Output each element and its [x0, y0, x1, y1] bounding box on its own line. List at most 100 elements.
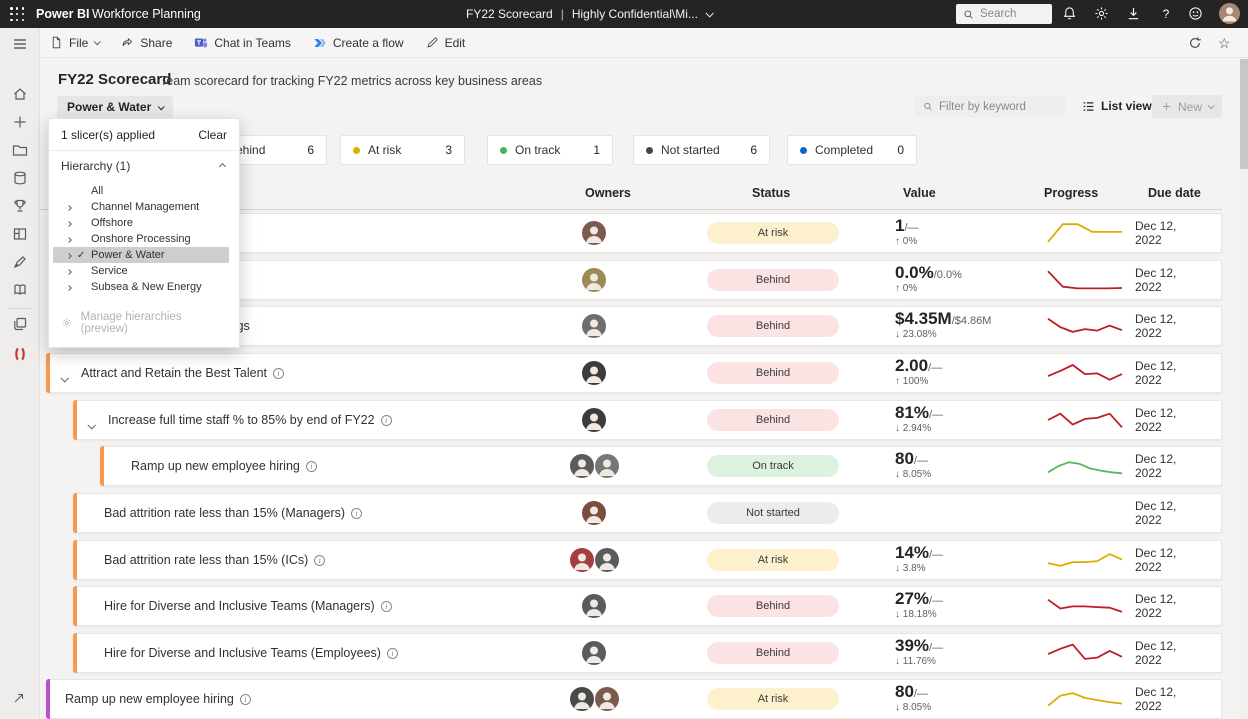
row-card-hire-for-diverse-and-inclusive-teams-managers[interactable]: Hire for Diverse and Inclusive Teams (Ma…	[73, 586, 1222, 626]
hierarchy-section-header[interactable]: Hierarchy (1)	[49, 151, 239, 179]
workspaces-icon[interactable]	[12, 316, 28, 332]
powerbi-brand[interactable]: Power BI	[36, 7, 90, 21]
chevron-down-icon	[1207, 102, 1215, 110]
document-title-bar[interactable]: FY22 Scorecard | Highly Confidential\Mi.…	[466, 7, 714, 21]
status-chip-not-started[interactable]: Not started 6	[633, 135, 770, 165]
refresh-icon[interactable]	[1188, 36, 1202, 50]
value-target: /—	[913, 688, 928, 700]
row-card-bad-attrition-rate-less-than-15-managers[interactable]: Bad attrition rate less than 15% (Manage…	[73, 493, 1222, 533]
value-main: 80	[895, 449, 914, 468]
status-chip-on-track[interactable]: On track 1	[487, 135, 613, 165]
owner-avatar	[582, 361, 606, 385]
data-hub-icon[interactable]	[12, 170, 28, 186]
hierarchy-item-label: Onshore Processing	[91, 233, 191, 245]
hierarchy-item-service[interactable]: Service	[53, 263, 229, 279]
page-subtitle: Team scorecard for tracking FY22 metrics…	[160, 74, 543, 88]
row-card-hire-for-diverse-and-inclusive-teams-employees[interactable]: Hire for Diverse and Inclusive Teams (Em…	[73, 633, 1222, 673]
help-icon[interactable]: ?	[1162, 7, 1170, 21]
status-chip-count: 0	[897, 143, 904, 157]
edit-button[interactable]: Edit	[426, 36, 465, 50]
create-plus-icon[interactable]	[12, 114, 28, 130]
row-value: 0.0%/0.0% ↑ 0%	[895, 264, 962, 294]
list-view-button[interactable]: List view	[1082, 99, 1152, 113]
learn-book-icon[interactable]	[12, 282, 28, 298]
info-icon[interactable]: i	[239, 693, 251, 705]
info-icon[interactable]: i	[314, 554, 326, 566]
notifications-icon[interactable]	[1062, 6, 1078, 22]
app-launcher-icon[interactable]	[10, 7, 25, 22]
row-due-date: Dec 12, 2022	[1135, 592, 1177, 620]
status-chip-completed[interactable]: Completed 0	[787, 135, 917, 165]
row-value: 1/— ↑ 0%	[895, 217, 919, 247]
vertical-scrollbar	[1240, 59, 1248, 719]
keyword-filter[interactable]	[915, 96, 1065, 117]
new-button[interactable]: New	[1152, 95, 1222, 118]
hamburger-menu-icon[interactable]	[12, 36, 28, 52]
download-icon[interactable]	[1126, 6, 1142, 22]
slicer-button-label: Power & Water	[67, 100, 152, 114]
deployment-pipelines-icon[interactable]	[12, 254, 28, 270]
current-app-icon[interactable]	[12, 346, 28, 362]
expand-chevron-icon[interactable]	[66, 233, 77, 245]
hierarchy-item-subsea-new-energy[interactable]: Subsea & New Energy	[53, 279, 229, 295]
settings-gear-icon[interactable]	[1094, 6, 1110, 22]
chat-in-teams-button[interactable]: Chat in Teams	[194, 36, 291, 50]
row-card-increase-full-time-staff-to-85-by-end-of-fy22[interactable]: Increase full time staff % to 85% by end…	[73, 400, 1222, 440]
global-search[interactable]	[956, 4, 1052, 24]
row-card-bad-attrition-rate-less-than-15-ics[interactable]: Bad attrition rate less than 15% (ICs) i	[73, 540, 1222, 580]
user-avatar[interactable]	[1219, 3, 1240, 24]
row-name-text: Hire for Diverse and Inclusive Teams (Ma…	[104, 599, 375, 613]
apps-icon[interactable]	[12, 226, 28, 242]
row-card-attract-and-retain-the-best-talent[interactable]: Attract and Retain the Best Talent i	[46, 353, 1222, 393]
metrics-trophy-icon[interactable]	[12, 198, 28, 214]
home-icon[interactable]	[12, 86, 28, 102]
hierarchy-item-all[interactable]: All	[53, 183, 229, 199]
expand-arrow-icon[interactable]	[12, 691, 26, 705]
row-card-ramp-up-new-employee-hiring[interactable]: Ramp up new employee hiring i	[46, 679, 1222, 719]
row-value: 81%/— ↓ 2.94%	[895, 404, 943, 434]
info-icon[interactable]: i	[351, 507, 363, 519]
value-delta: ↓ 11.76%	[895, 656, 936, 667]
slicer-button[interactable]: Power & Water	[57, 96, 174, 118]
row-card-row[interactable]	[100, 213, 1222, 253]
share-button[interactable]: Share	[121, 36, 172, 50]
info-icon[interactable]: i	[305, 460, 317, 472]
expand-chevron-icon[interactable]	[66, 265, 77, 277]
expand-chevron-icon[interactable]	[66, 217, 77, 229]
row-collapse-chevron-icon[interactable]	[87, 418, 96, 430]
hierarchy-item-power-water[interactable]: ✓ Power & Water	[53, 247, 229, 263]
chevron-down-icon[interactable]	[705, 9, 714, 18]
keyword-filter-input[interactable]	[939, 100, 1057, 113]
row-card-row[interactable]	[100, 260, 1222, 300]
status-chip-label: At risk	[368, 143, 402, 157]
manage-hierarchies-button[interactable]: Manage hierarchies (preview)	[49, 307, 239, 339]
hierarchy-item-onshore-processing[interactable]: Onshore Processing	[53, 231, 229, 247]
status-chip-at-risk[interactable]: At risk 3	[340, 135, 465, 165]
hierarchy-item-channel-management[interactable]: Channel Management	[53, 199, 229, 215]
info-icon[interactable]: i	[273, 367, 284, 379]
feedback-smiley-icon[interactable]	[1188, 6, 1204, 22]
expand-chevron-icon[interactable]	[66, 281, 77, 293]
status-pill: Behind	[707, 315, 839, 337]
info-icon[interactable]: i	[380, 600, 392, 612]
file-menu-button[interactable]: File	[50, 36, 102, 50]
doc-title-separator: |	[560, 7, 564, 21]
search-input[interactable]	[980, 8, 1044, 20]
info-icon[interactable]: i	[380, 414, 392, 426]
row-owners	[566, 221, 622, 245]
expand-chevron-icon[interactable]	[66, 201, 77, 213]
row-card-ramp-up-new-employee-hiring[interactable]: Ramp up new employee hiring i	[100, 446, 1222, 486]
create-flow-button[interactable]: Create a flow	[313, 36, 404, 50]
scrollbar-thumb[interactable]	[1240, 59, 1248, 169]
hierarchy-section-label: Hierarchy (1)	[61, 159, 131, 173]
hierarchy-item-offshore[interactable]: Offshore	[53, 215, 229, 231]
clear-slicers-button[interactable]: Clear	[198, 128, 227, 142]
favorite-star-icon[interactable]: ☆	[1218, 35, 1231, 51]
row-collapse-chevron-icon[interactable]	[60, 371, 69, 383]
progress-sparkline	[1045, 407, 1125, 433]
row-accent-bar	[46, 353, 50, 393]
expand-chevron-icon[interactable]	[66, 249, 77, 261]
info-icon[interactable]: i	[386, 647, 398, 659]
progress-sparkline	[1045, 220, 1125, 246]
browse-folder-icon[interactable]	[12, 142, 28, 158]
